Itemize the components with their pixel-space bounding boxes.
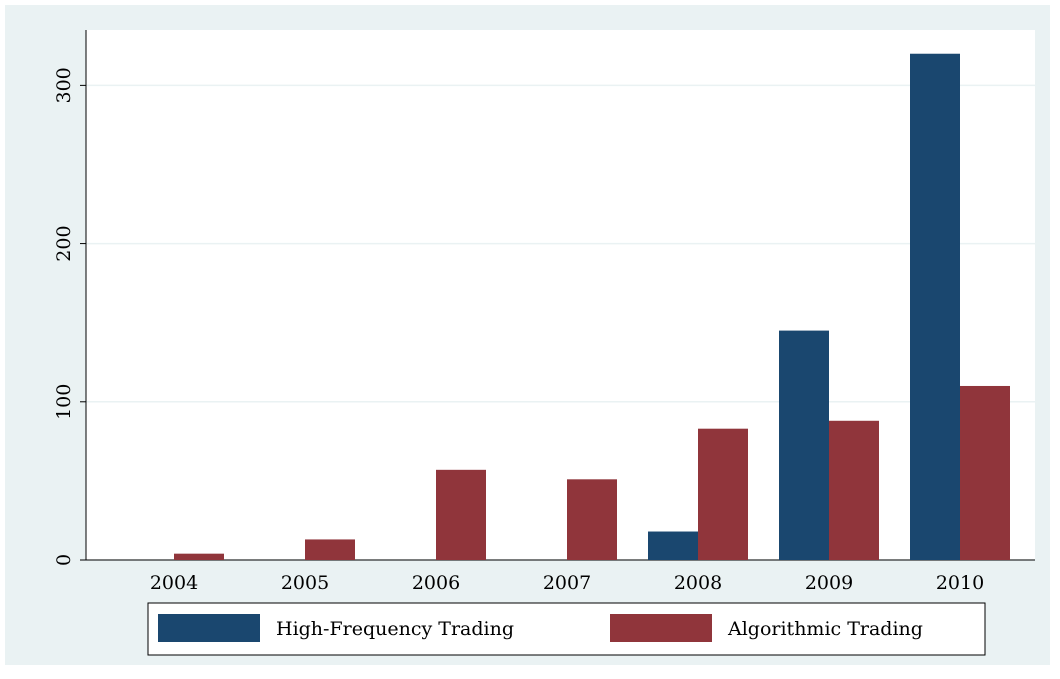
bar — [174, 553, 224, 560]
legend-label: Algorithmic Trading — [727, 618, 923, 640]
legend-box — [147, 602, 986, 656]
bar — [567, 479, 617, 560]
legend-label: High-Frequency Trading — [276, 618, 514, 640]
x-tick-label: 2008 — [674, 572, 722, 594]
bar — [910, 53, 960, 560]
x-tick-label: 2009 — [805, 572, 853, 594]
plot-area — [86, 30, 1035, 560]
bar — [436, 469, 486, 560]
y-tick-label: 300 — [53, 67, 75, 103]
x-tick-label: 2007 — [543, 572, 591, 594]
x-tick-label: 2004 — [150, 572, 198, 594]
bar — [305, 539, 355, 560]
legend-swatch — [158, 614, 260, 642]
x-tick-label: 2006 — [412, 572, 460, 594]
y-tick-label: 200 — [53, 225, 75, 261]
bar — [829, 420, 879, 560]
bar — [698, 428, 748, 560]
y-tick-label: 100 — [53, 384, 75, 420]
y-tick-label: 0 — [53, 554, 75, 566]
legend-swatch — [610, 614, 712, 642]
x-tick-label: 2010 — [936, 572, 984, 594]
x-tick-label: 2005 — [281, 572, 329, 594]
bar — [960, 385, 1010, 560]
bar — [779, 330, 829, 560]
bar — [648, 531, 698, 560]
